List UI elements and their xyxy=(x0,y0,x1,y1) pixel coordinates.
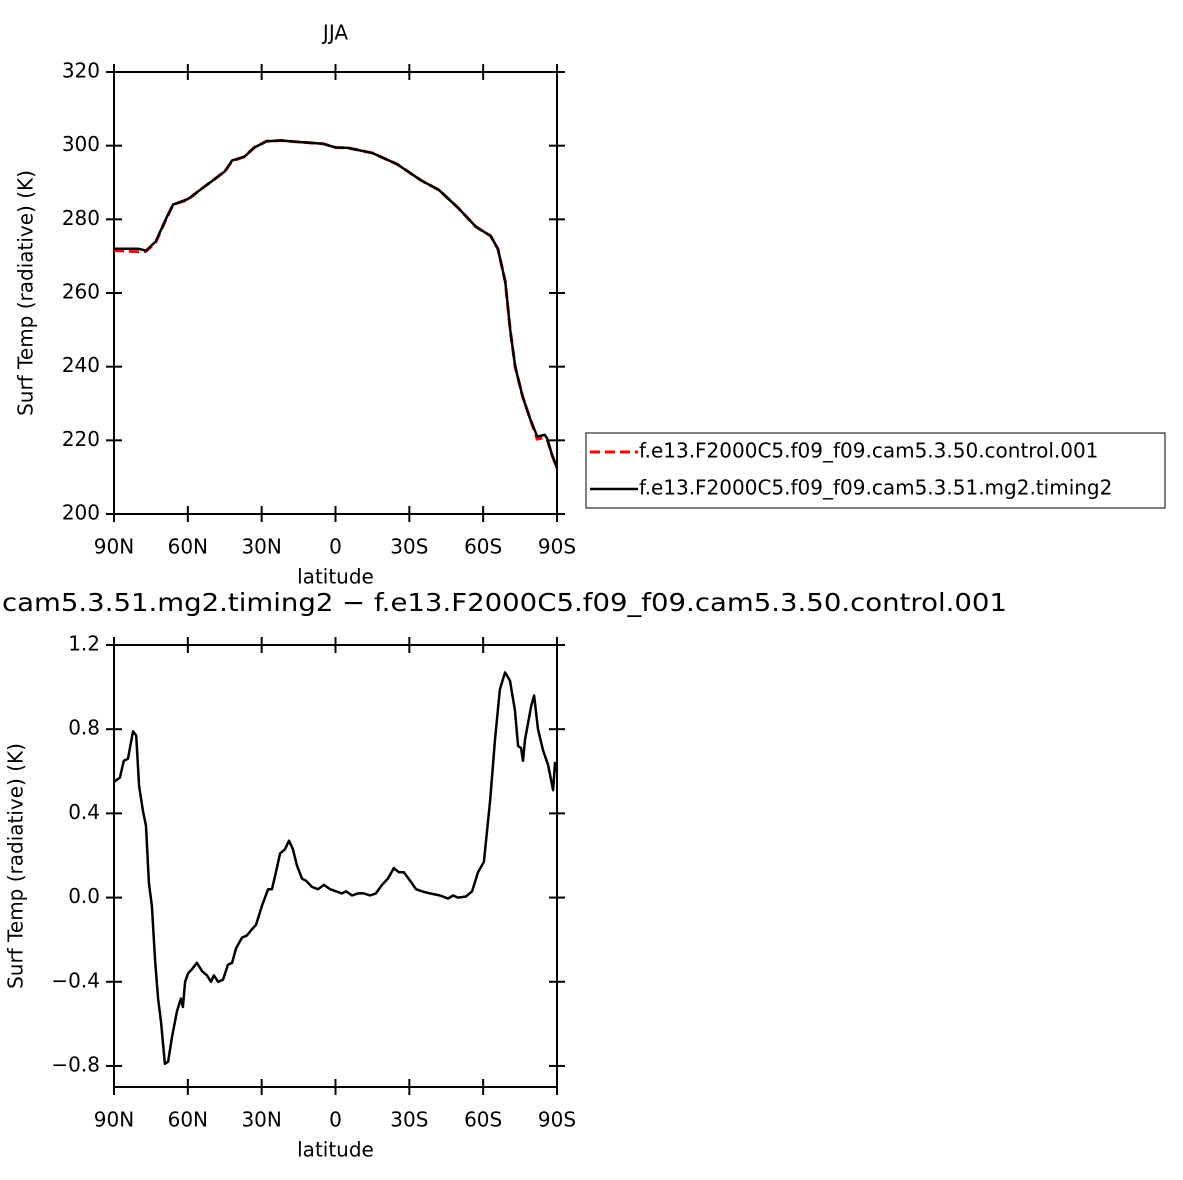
y-tick-label: −0.8 xyxy=(51,1052,100,1076)
legend-box xyxy=(585,432,1166,509)
x-tick-label: 0 xyxy=(329,535,342,559)
y-axis-label: Surf Temp (radiative) (K) xyxy=(4,743,28,989)
y-tick-label: 240 xyxy=(62,353,100,377)
y-axis-label: Surf Temp (radiative) (K) xyxy=(14,170,38,416)
x-tick-label: 60N xyxy=(168,1108,208,1132)
data-line xyxy=(113,139,559,469)
x-tick-label: 0 xyxy=(329,1108,342,1132)
y-tick-label: −0.4 xyxy=(51,968,100,992)
y-tick-label: 220 xyxy=(62,427,100,451)
x-tick-label: 60S xyxy=(464,535,502,559)
x-tick-label: 30N xyxy=(241,535,281,559)
x-tick-label: 30S xyxy=(390,1108,428,1132)
x-tick-label: 30S xyxy=(390,535,428,559)
x-axis-label: latitude xyxy=(297,1138,374,1162)
legend-label: f.e13.F2000C5.f09_f09.cam5.3.50.control.… xyxy=(639,439,1098,463)
x-tick-label: 90N xyxy=(94,1108,134,1132)
y-tick-label: 300 xyxy=(62,132,100,156)
y-tick-label: 0.8 xyxy=(68,716,100,740)
plot-frame xyxy=(113,644,558,1088)
legend-label: f.e13.F2000C5.f09_f09.cam5.3.51.mg2.timi… xyxy=(639,476,1112,500)
x-tick-label: 60S xyxy=(464,1108,502,1132)
y-tick-label: 0.0 xyxy=(68,884,100,908)
plot-frame xyxy=(113,71,558,515)
x-tick-label: 60N xyxy=(168,535,208,559)
x-tick-label: 90N xyxy=(94,535,134,559)
chart-title: cam5.3.51.mg2.timing2 − f.e13.F2000C5.f0… xyxy=(2,588,1007,617)
x-tick-label: 90S xyxy=(538,1108,576,1132)
y-tick-label: 1.2 xyxy=(68,632,100,656)
y-tick-label: 0.4 xyxy=(68,800,100,824)
x-tick-label: 90S xyxy=(538,535,576,559)
data-line xyxy=(114,139,559,469)
y-tick-label: 280 xyxy=(62,206,100,230)
chart-title: JJA xyxy=(321,21,348,45)
y-tick-label: 260 xyxy=(62,280,100,304)
x-tick-label: 30N xyxy=(241,1108,281,1132)
y-tick-label: 200 xyxy=(62,501,100,525)
data-line xyxy=(113,671,559,1066)
y-tick-label: 320 xyxy=(62,59,100,83)
x-axis-label: latitude xyxy=(297,565,374,589)
